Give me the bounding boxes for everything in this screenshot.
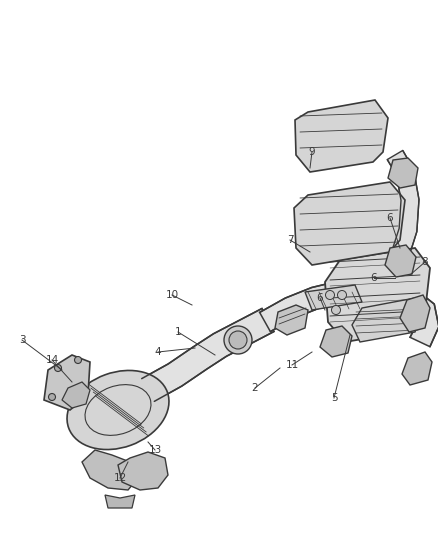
Text: 1: 1	[175, 327, 181, 337]
Text: 5: 5	[331, 393, 337, 403]
Ellipse shape	[224, 326, 252, 354]
Polygon shape	[260, 279, 397, 332]
Ellipse shape	[74, 357, 81, 364]
Text: 6: 6	[317, 293, 323, 303]
Ellipse shape	[229, 331, 247, 349]
Polygon shape	[385, 245, 416, 277]
Ellipse shape	[332, 305, 340, 314]
Polygon shape	[295, 100, 388, 172]
Text: 2: 2	[252, 383, 258, 393]
Ellipse shape	[81, 389, 88, 395]
Polygon shape	[82, 450, 138, 490]
Polygon shape	[388, 158, 418, 188]
Polygon shape	[400, 295, 430, 332]
Polygon shape	[325, 248, 430, 342]
Text: 6: 6	[371, 273, 377, 283]
Polygon shape	[387, 150, 419, 258]
Ellipse shape	[338, 290, 346, 300]
Polygon shape	[141, 309, 274, 401]
Ellipse shape	[325, 290, 335, 300]
Polygon shape	[118, 452, 168, 490]
Text: 13: 13	[148, 445, 162, 455]
Text: 14: 14	[46, 355, 59, 365]
Ellipse shape	[49, 393, 56, 400]
Polygon shape	[62, 382, 90, 408]
Text: 6: 6	[387, 213, 393, 223]
Polygon shape	[105, 495, 135, 508]
Polygon shape	[44, 355, 90, 410]
Ellipse shape	[54, 365, 61, 372]
Text: 3: 3	[19, 335, 25, 345]
Polygon shape	[275, 305, 308, 335]
Text: 11: 11	[286, 360, 299, 370]
Text: 8: 8	[422, 257, 428, 267]
Text: 12: 12	[113, 473, 127, 483]
Text: 9: 9	[309, 147, 315, 157]
Polygon shape	[391, 285, 438, 346]
Text: 7: 7	[287, 235, 293, 245]
Polygon shape	[352, 298, 422, 342]
Polygon shape	[305, 285, 362, 310]
Polygon shape	[294, 182, 405, 265]
Ellipse shape	[67, 370, 169, 449]
Polygon shape	[402, 352, 432, 385]
Polygon shape	[320, 326, 352, 357]
Text: 4: 4	[155, 347, 161, 357]
Text: 10: 10	[166, 290, 179, 300]
